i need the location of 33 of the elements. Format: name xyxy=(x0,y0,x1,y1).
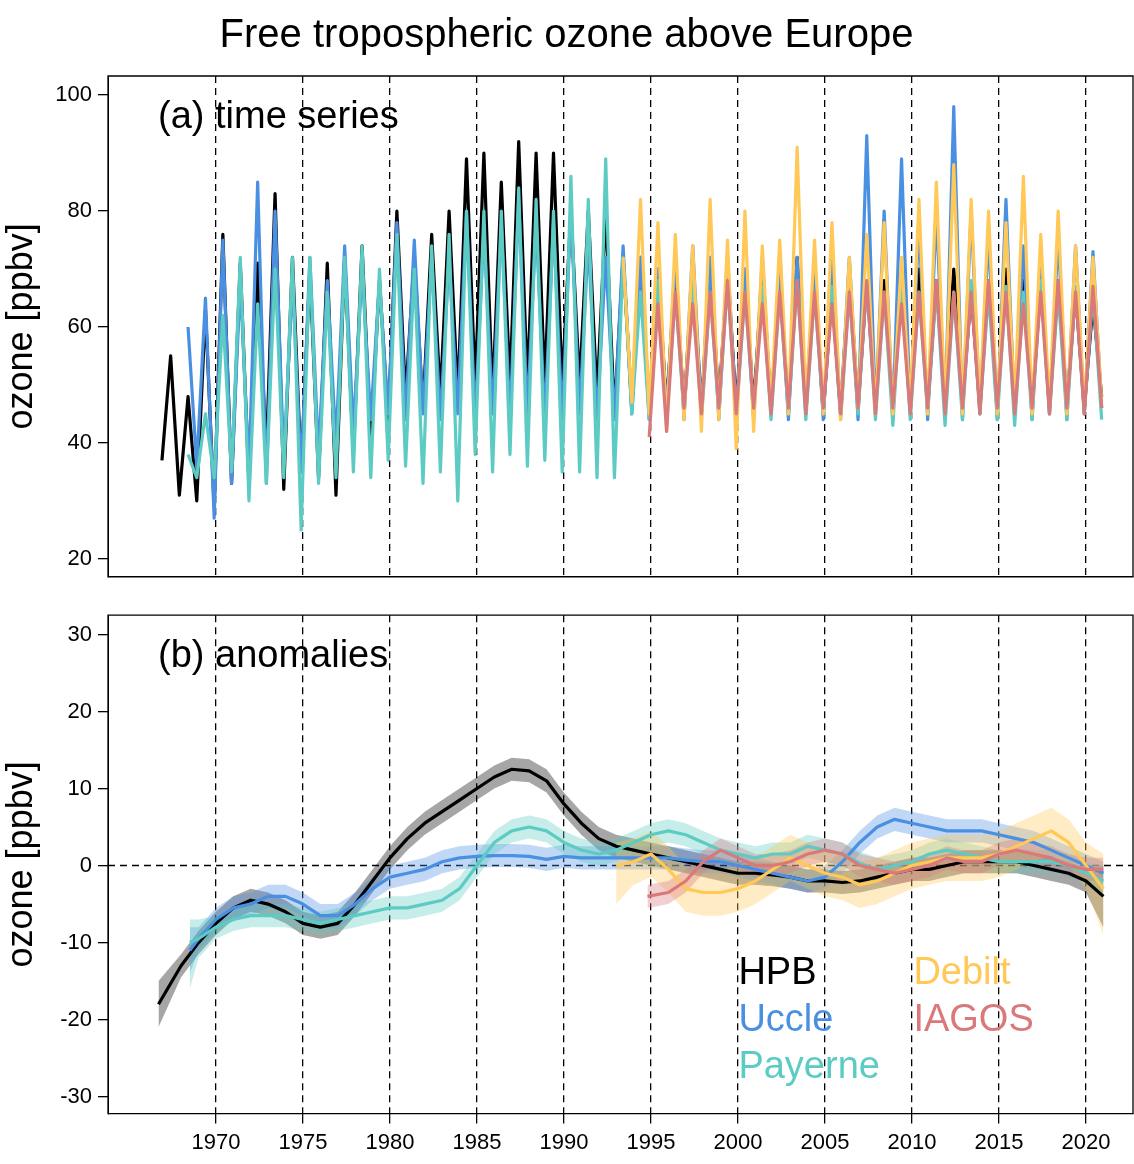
y-tick-label: 80 xyxy=(67,197,92,223)
x-tick-label: 1970 xyxy=(191,1128,241,1154)
text: Debilt xyxy=(913,950,1011,993)
text: Payerne xyxy=(738,1044,880,1087)
y-tick-label: -10 xyxy=(60,928,92,954)
annotation: (b) anomalies xyxy=(158,633,389,676)
chart-title: Free tropospheric ozone above Europe xyxy=(219,11,914,56)
text: Uccle xyxy=(738,997,834,1040)
annotation: (a) time series xyxy=(158,94,399,136)
y-tick-label: 0 xyxy=(79,851,92,877)
y-axis-title: ozone [ppbv] xyxy=(0,223,40,430)
y-tick-label: -30 xyxy=(60,1082,92,1108)
x-tick-label: 1990 xyxy=(539,1128,589,1154)
x-tick-label: 2020 xyxy=(1061,1128,1111,1154)
y-tick-label: 100 xyxy=(55,81,92,107)
y-tick-label: 20 xyxy=(67,544,92,570)
text: IAGOS xyxy=(913,997,1034,1040)
y-tick-label: 30 xyxy=(67,620,92,646)
y-tick-label: 10 xyxy=(67,774,92,800)
y-axis-title: ozone [ppbv] xyxy=(0,761,40,968)
x-tick-label: 1975 xyxy=(278,1128,328,1154)
x-tick-label: 2005 xyxy=(800,1128,850,1154)
y-tick-label: 40 xyxy=(67,428,92,454)
x-tick-label: 1995 xyxy=(626,1128,676,1154)
series-label: HPB xyxy=(738,950,817,993)
y-tick-label: -20 xyxy=(60,1005,92,1031)
y-tick-label: 60 xyxy=(67,313,92,339)
y-tick-label: 20 xyxy=(67,697,92,723)
x-tick-label: 1985 xyxy=(452,1128,502,1154)
x-tick-label: 1980 xyxy=(365,1128,415,1154)
x-tick-label: 2010 xyxy=(887,1128,937,1154)
x-tick-label: 2000 xyxy=(713,1128,763,1154)
x-tick-label: 2015 xyxy=(974,1128,1024,1154)
